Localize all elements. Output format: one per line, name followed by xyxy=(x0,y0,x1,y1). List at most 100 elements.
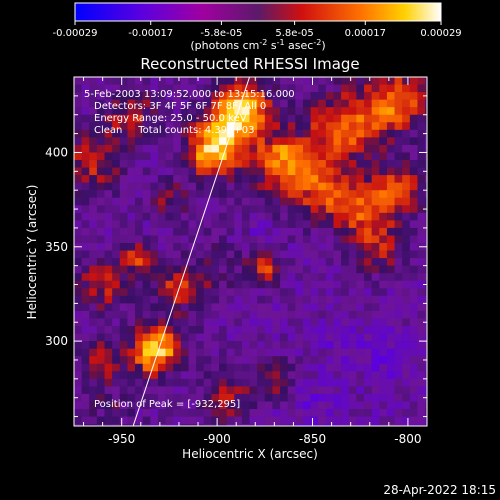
heatmap-cell xyxy=(81,318,90,327)
render-timestamp: 28-Apr-2022 18:15 xyxy=(383,483,496,497)
heatmap-cell xyxy=(180,280,189,289)
heatmap-cell xyxy=(371,243,380,251)
heatmap-cell xyxy=(318,318,327,327)
heatmap-cell xyxy=(249,99,258,108)
heatmap-cell xyxy=(241,265,250,274)
heatmap-cell xyxy=(264,122,273,131)
heatmap-cell xyxy=(249,273,258,282)
heatmap-cell xyxy=(150,326,159,334)
heatmap-cell xyxy=(157,227,166,236)
heatmap-cell xyxy=(142,356,151,365)
heatmap-cell xyxy=(188,348,197,357)
heatmap-cell xyxy=(81,393,90,402)
heatmap-cell xyxy=(364,393,372,402)
heatmap-cell xyxy=(165,401,174,410)
chart-title: Reconstructed RHESSI Image xyxy=(140,55,359,73)
heatmap-cell xyxy=(402,205,411,214)
heatmap-cell xyxy=(364,212,372,221)
heatmap-cell xyxy=(287,393,296,402)
heatmap-cell xyxy=(188,341,197,349)
heatmap-cell xyxy=(310,273,319,282)
heatmap-cell xyxy=(249,371,258,380)
heatmap-cell xyxy=(226,341,235,349)
heatmap-cell xyxy=(165,167,174,176)
heatmap-cell xyxy=(135,197,143,206)
heatmap-cell xyxy=(234,220,243,229)
heatmap-cell xyxy=(318,371,327,380)
heatmap-cell xyxy=(96,250,105,259)
heatmap-cell xyxy=(96,409,105,417)
heatmap-cell xyxy=(234,341,243,349)
heatmap-cell xyxy=(371,152,380,161)
heatmap-cell xyxy=(287,99,296,108)
heatmap-cell xyxy=(81,310,90,319)
heatmap-cell xyxy=(165,295,174,304)
heatmap-cell xyxy=(157,92,166,100)
heatmap-cell xyxy=(226,318,235,327)
heatmap-cell xyxy=(74,303,82,312)
heatmap-cell xyxy=(219,295,227,304)
heatmap-cell xyxy=(425,182,427,191)
heatmap-cell xyxy=(287,84,296,93)
heatmap-cell xyxy=(333,416,342,425)
heatmap-cell xyxy=(257,107,266,116)
heatmap-cell xyxy=(211,212,220,221)
heatmap-cell xyxy=(226,303,235,312)
solar-limb-line xyxy=(132,77,251,426)
heatmap-cell xyxy=(249,409,258,417)
heatmap-cell xyxy=(379,152,388,161)
heatmap-cell xyxy=(180,326,189,334)
heatmap-cell xyxy=(364,273,372,282)
heatmap-cell xyxy=(219,348,227,357)
heatmap-cell xyxy=(409,77,418,85)
heatmap-cell xyxy=(180,258,189,266)
heatmap-cell xyxy=(280,288,289,297)
heatmap-cell xyxy=(333,386,342,395)
heatmap-cell xyxy=(333,250,342,259)
heatmap-cell xyxy=(142,295,151,304)
heatmap-cell xyxy=(135,378,143,387)
heatmap-cell xyxy=(272,243,281,251)
heatmap-cell xyxy=(257,182,266,191)
heatmap-cell xyxy=(318,175,327,183)
heatmap-cell xyxy=(104,424,113,426)
heatmap-cell xyxy=(348,190,357,199)
heatmap-cell xyxy=(211,295,220,304)
heatmap-cell xyxy=(295,190,304,199)
heatmap-cell xyxy=(364,99,372,108)
heatmap-cell xyxy=(127,273,136,282)
heatmap-cell xyxy=(417,182,426,191)
heatmap-cell xyxy=(409,152,418,161)
heatmap-cell xyxy=(333,205,342,214)
heatmap-cell xyxy=(425,326,427,334)
heatmap-cell xyxy=(348,212,357,221)
heatmap-cell xyxy=(379,212,388,221)
heatmap-cell xyxy=(333,348,342,357)
heatmap-cell xyxy=(356,416,365,425)
heatmap-cell xyxy=(310,280,319,289)
heatmap-cell xyxy=(135,310,143,319)
heatmap-cell xyxy=(188,401,197,410)
heatmap-cell xyxy=(142,144,151,153)
heatmap-cell xyxy=(150,107,159,116)
heatmap-cell xyxy=(402,129,411,138)
heatmap-cell xyxy=(74,182,82,191)
heatmap-cell xyxy=(302,409,311,417)
heatmap-cell xyxy=(112,318,121,327)
heatmap-cell xyxy=(142,99,151,108)
heatmap-cell xyxy=(203,265,212,274)
heatmap-cell xyxy=(188,424,197,426)
heatmap-cell xyxy=(226,265,235,274)
heatmap-cell xyxy=(302,424,311,426)
heatmap-cell xyxy=(188,356,197,365)
heatmap-cell xyxy=(188,122,197,131)
heatmap-cell xyxy=(272,386,281,395)
heatmap-cell xyxy=(356,182,365,191)
heatmap-cell xyxy=(425,227,427,236)
heatmap-cell xyxy=(386,386,395,395)
heatmap-cell xyxy=(173,363,182,372)
heatmap-cell xyxy=(364,295,372,304)
heatmap-cell xyxy=(104,333,113,342)
heatmap-cells xyxy=(74,77,427,426)
heatmap-cell xyxy=(96,273,105,282)
